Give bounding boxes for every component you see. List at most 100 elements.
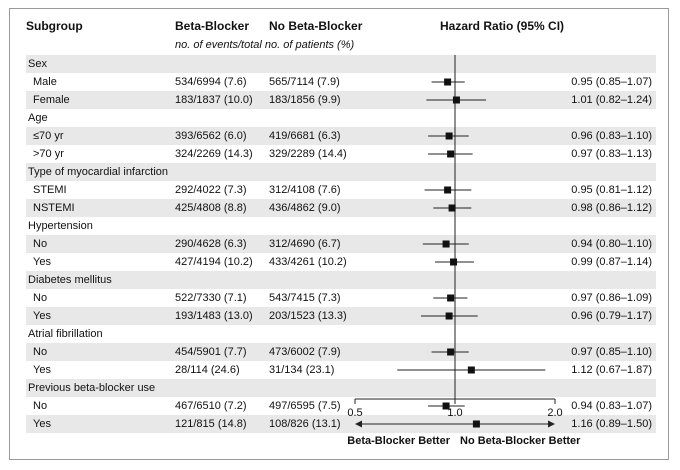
beta-blocker-value: 193/1483 (13.0) xyxy=(175,310,253,322)
subgroup-label: NSTEMI xyxy=(33,202,75,214)
hazard-ratio-value: 0.97 (0.86–1.09) xyxy=(571,292,652,304)
x-tick-label: 1.0 xyxy=(447,407,462,419)
table-row: Yes 427/4194 (10.2) 433/4261 (10.2) 0.99 (0… xyxy=(26,253,656,271)
hazard-ratio-marker xyxy=(447,348,455,356)
no-beta-blocker-value: 203/1523 (13.3) xyxy=(269,310,347,322)
hazard-ratio-marker xyxy=(447,294,455,302)
subgroup-label: >70 yr xyxy=(33,148,64,160)
table-row: Male 534/6994 (7.6) 565/7114 (7.9) 0.95 (0.… xyxy=(26,73,656,91)
hazard-ratio-marker xyxy=(450,258,458,266)
hazard-ratio-value: 0.96 (0.83–1.10) xyxy=(571,130,652,142)
group-row: Hypertension xyxy=(26,217,656,235)
group-row: Type of myocardial infarction xyxy=(26,163,656,181)
x-tick-label: 0.5 xyxy=(347,407,362,419)
hazard-ratio-value: 0.94 (0.80–1.10) xyxy=(571,238,652,250)
group-label: Sex xyxy=(28,58,47,70)
hazard-ratio-marker xyxy=(444,186,452,194)
hazard-ratio-marker xyxy=(472,420,480,428)
subgroup-label: STEMI xyxy=(33,184,67,196)
hazard-ratio-marker xyxy=(442,240,450,248)
no-beta-blocker-value: 329/2289 (14.4) xyxy=(269,148,347,160)
hazard-ratio-marker xyxy=(448,204,456,212)
subgroup-label: Yes xyxy=(33,310,51,322)
hazard-ratio-marker xyxy=(467,366,475,374)
no-beta-blocker-value: 312/4690 (6.7) xyxy=(269,238,341,250)
right-direction-label: No Beta-Blocker Better xyxy=(460,435,581,447)
hazard-ratio-value: 0.99 (0.87–1.14) xyxy=(571,256,652,268)
hazard-ratio-value: 0.97 (0.83–1.13) xyxy=(571,148,652,160)
left-arrow-head xyxy=(355,420,362,428)
x-tick-label: 2.0 xyxy=(547,407,562,419)
beta-blocker-value: 324/2269 (14.3) xyxy=(175,148,253,160)
hazard-ratio-value: 0.95 (0.81–1.12) xyxy=(571,184,652,196)
no-beta-blocker-value: 565/7114 (7.9) xyxy=(269,76,340,88)
subgroup-label: Yes xyxy=(33,418,51,430)
beta-blocker-value: 183/1837 (10.0) xyxy=(175,94,253,106)
figure-frame xyxy=(9,8,669,460)
subgroup-label: No xyxy=(33,400,48,412)
table-row: Female 183/1837 (10.0) 183/1856 (9.9) 1.01 … xyxy=(26,91,656,109)
table-row: NSTEMI 425/4808 (8.8) 436/4862 (9.0) 0.98 (… xyxy=(26,199,656,217)
hazard-ratio-value: 0.96 (0.79–1.17) xyxy=(571,310,652,322)
hazard-ratio-marker xyxy=(445,312,453,320)
hazard-ratio-value: 0.98 (0.86–1.12) xyxy=(571,202,652,214)
hazard-ratio-header: Hazard Ratio (95% CI) xyxy=(440,19,565,33)
group-label: Type of myocardial infarction xyxy=(28,166,169,178)
events-subheader: no. of events/total no. of patients (%) xyxy=(175,39,355,51)
no-beta-blocker-header: No Beta-Blocker xyxy=(269,19,363,33)
hazard-ratio-marker xyxy=(452,96,460,104)
beta-blocker-value: 28/114 (24.6) xyxy=(175,364,240,376)
hazard-ratio-marker xyxy=(442,402,450,410)
left-direction-label: Beta-Blocker Better xyxy=(347,435,450,447)
beta-blocker-value: 427/4194 (10.2) xyxy=(175,256,253,268)
beta-blocker-value: 290/4628 (6.3) xyxy=(175,238,247,250)
subgroup-label: No xyxy=(33,292,48,304)
group-row: Previous beta-blocker use xyxy=(26,379,656,397)
hazard-ratio-marker xyxy=(447,150,455,158)
table-row: Yes 28/114 (24.6) 31/134 (23.1) 1.12 (0.67–… xyxy=(26,361,656,379)
group-label: Diabetes mellitus xyxy=(28,274,112,286)
beta-blocker-value: 534/6994 (7.6) xyxy=(175,76,247,88)
no-beta-blocker-value: 433/4261 (10.2) xyxy=(269,256,347,268)
group-row: Diabetes mellitus xyxy=(26,271,656,289)
table-row: STEMI 292/4022 (7.3) 312/4108 (7.6) 0.95 (0… xyxy=(26,181,656,199)
group-label: Previous beta-blocker use xyxy=(28,382,156,394)
table-row: No 454/5901 (7.7) 473/6002 (7.9) 0.97 (0.85… xyxy=(26,343,656,361)
table-row: Yes 193/1483 (13.0) 203/1523 (13.3) 0.96 (0… xyxy=(26,307,656,325)
table-row: No 467/6510 (7.2) 497/6595 (7.5) 0.94 (0.83… xyxy=(26,397,656,415)
no-beta-blocker-value: 473/6002 (7.9) xyxy=(269,346,341,358)
group-row: Age xyxy=(26,109,656,127)
subgroup-label: ≤70 yr xyxy=(33,130,64,142)
beta-blocker-value: 467/6510 (7.2) xyxy=(175,400,247,412)
hazard-ratio-marker xyxy=(444,78,452,86)
hazard-ratio-value: 0.94 (0.83–1.07) xyxy=(571,400,652,412)
hazard-ratio-marker xyxy=(445,132,453,140)
subgroup-header: Subgroup xyxy=(26,19,83,33)
no-beta-blocker-value: 183/1856 (9.9) xyxy=(269,94,341,106)
subgroup-label: Male xyxy=(33,76,57,88)
no-beta-blocker-value: 419/6681 (6.3) xyxy=(269,130,341,142)
no-beta-blocker-value: 543/7415 (7.3) xyxy=(269,292,341,304)
no-beta-blocker-value: 312/4108 (7.6) xyxy=(269,184,341,196)
subgroup-label: No xyxy=(33,346,48,358)
table-row: >70 yr 324/2269 (14.3) 329/2289 (14.4) 0.97… xyxy=(26,145,656,163)
beta-blocker-value: 522/7330 (7.1) xyxy=(175,292,247,304)
subgroup-label: No xyxy=(33,238,48,250)
hazard-ratio-value: 1.01 (0.82–1.24) xyxy=(571,94,652,106)
beta-blocker-value: 454/5901 (7.7) xyxy=(175,346,247,358)
group-row: Atrial fibrillation xyxy=(26,325,656,343)
no-beta-blocker-value: 108/826 (13.1) xyxy=(269,418,341,430)
no-beta-blocker-value: 497/6595 (7.5) xyxy=(269,400,341,412)
no-beta-blocker-value: 31/134 (23.1) xyxy=(269,364,335,376)
table-row: Yes 121/815 (14.8) 108/826 (13.1) 1.16 (0.8… xyxy=(26,415,656,433)
beta-blocker-value: 425/4808 (8.8) xyxy=(175,202,247,214)
beta-blocker-value: 393/6562 (6.0) xyxy=(175,130,247,142)
beta-blocker-header: Beta-Blocker xyxy=(175,19,250,33)
hazard-ratio-value: 1.16 (0.89–1.50) xyxy=(571,418,652,430)
group-label: Age xyxy=(28,112,48,124)
table-row: ≤70 yr 393/6562 (6.0) 419/6681 (6.3) 0.96 (… xyxy=(26,127,656,145)
group-row: Sex xyxy=(26,55,656,73)
hazard-ratio-value: 1.12 (0.67–1.87) xyxy=(571,364,652,376)
table-row: No 290/4628 (6.3) 312/4690 (6.7) 0.94 (0.80… xyxy=(26,235,656,253)
